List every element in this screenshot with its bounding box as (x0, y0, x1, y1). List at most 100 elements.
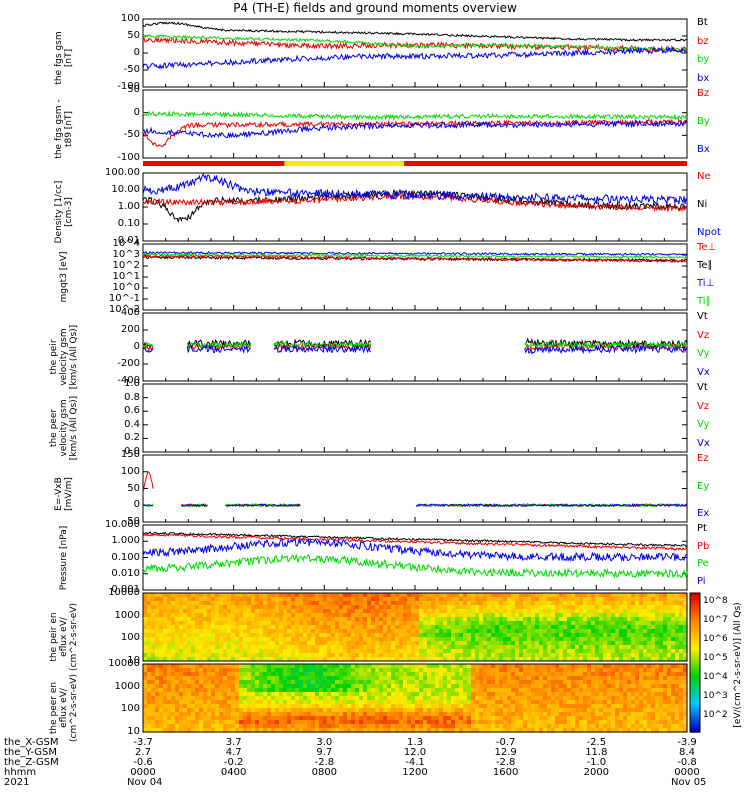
x-row-value: 12.9 (494, 747, 517, 758)
y-tick-label: 0.0 (124, 446, 140, 457)
legend-Vt: Vt (697, 311, 708, 322)
y-tick-label: 0.2 (124, 432, 140, 444)
y-tick-label: 10.000 (105, 519, 140, 530)
series-Npot (142, 172, 688, 206)
y-tick-label: 1000 (114, 609, 140, 621)
y-tick-label: 10^0 (112, 282, 140, 293)
end-date: Nov 05 (671, 777, 707, 788)
colorbar-tick-label: 10^5 (703, 653, 728, 663)
legend-Ne: Ne (697, 171, 711, 182)
y-tick-label: 0 (133, 47, 140, 58)
x-row-value: 0800 (311, 767, 338, 778)
series-bz (142, 36, 688, 53)
y-tick-label: 10^4 (112, 238, 140, 249)
series-Pb (142, 532, 688, 551)
y-tick-label: 1.0 (124, 378, 140, 389)
series-Tiperp (142, 250, 688, 257)
y-tick-label: 10000 (108, 587, 140, 598)
series-Pi (142, 537, 688, 563)
y-tick-label: 1.00 (117, 201, 140, 212)
x-row-name: the_X-GSM (4, 737, 59, 748)
x-row-value: 12.0 (403, 747, 427, 758)
y-tick-label: 10^3 (112, 249, 140, 260)
year-label: 2021 (4, 777, 30, 788)
panel-density (142, 172, 688, 242)
y-tick-label: 0 (133, 341, 140, 352)
legend-Ex: Ex (697, 508, 710, 519)
legend-Vy: Vy (697, 348, 710, 360)
y-tick-label: 0.010 (111, 567, 140, 579)
y-tick-label: 50 (127, 30, 140, 41)
x-row-value: -2.8 (314, 757, 335, 768)
y-tick-label: -400 (117, 375, 140, 386)
panel-frame (142, 172, 688, 242)
region-bar (404, 161, 687, 166)
x-row-value: 9.7 (316, 747, 333, 758)
x-row-value: -2.8 (495, 757, 516, 768)
y-tick-label: 10^1 (112, 271, 140, 282)
x-row-value: -4.1 (405, 757, 425, 768)
legend-By: By (697, 116, 710, 127)
x-row-value: 1.3 (407, 737, 423, 748)
x-row-value: 2.7 (135, 747, 151, 758)
legend-Ez: Ez (697, 453, 709, 464)
x-row-value: -0.7 (495, 737, 516, 748)
y-tick-label: 0.6 (124, 405, 140, 417)
series-By (142, 110, 688, 121)
x-row-value: 2000 (583, 767, 610, 778)
y-tick-label: 100 (120, 703, 140, 715)
legend-Pe: Pe (697, 558, 709, 570)
y-tick-label: -50 (123, 129, 140, 141)
series-bx (142, 46, 688, 71)
legend-Te⊥: Te⊥ (697, 242, 717, 253)
colorbar-tick-label: 10^7 (703, 615, 728, 625)
y-tick-label: -50 (123, 64, 140, 75)
x-row-value: -0.6 (133, 757, 153, 768)
y-axis-label: E=-VxB [mV/m] (54, 476, 74, 511)
y-axis-label: the peir en eflux eV/ (cm^2-s-sr-eV) (49, 603, 79, 671)
x-row-value: 4.7 (225, 747, 242, 758)
x-row-value: -0.2 (223, 757, 244, 768)
x-row-value: 0000 (674, 767, 700, 778)
series-Tipar (142, 253, 688, 259)
colorbar-label: [eV/(cm^2-s-sr-eV)] (All Qs) (733, 602, 743, 728)
legend-Pb: Pb (697, 540, 710, 552)
y-axis-label: the peer velocity gsm [km/s (All Qs)] (49, 395, 79, 461)
x-row-value: 1600 (492, 767, 519, 778)
legend-Bz: Bz (697, 88, 710, 99)
colorbar-tick-label: 10^6 (703, 634, 728, 644)
y-tick-label: 50 (127, 482, 140, 494)
x-row-name: the_Y-GSM (4, 747, 58, 758)
x-row-value: -3.9 (677, 737, 697, 748)
y-axis-label: mgqt3 [eV] (59, 251, 69, 303)
legend-Vy: Vy (697, 419, 710, 431)
legend-Bt: Bt (697, 17, 708, 28)
y-axis-label: the peir velocity gsm [km/s (All Qs)] (49, 324, 79, 390)
y-axis-label: the peer en eflux eV/ (cm^2-s-sr-eV) (49, 674, 79, 742)
colorbar-tick-label: 10^3 (703, 691, 728, 701)
legend-Vt: Vt (697, 382, 708, 393)
y-tick-label: 1000 (114, 680, 140, 692)
y-tick-label: 0.01 (117, 235, 140, 246)
y-tick-label: 150 (120, 449, 140, 460)
y-tick-label: -100 (117, 152, 140, 163)
series-Ni (142, 188, 688, 224)
legend-by: by (697, 54, 710, 66)
x-row-value: 0000 (130, 767, 156, 778)
series-Vx (142, 343, 688, 355)
series-Bx (142, 119, 688, 139)
series-Pt (142, 531, 688, 548)
y-tick-label: 10 (127, 655, 140, 666)
legend-Pt: Pt (697, 523, 707, 534)
legend-Npot: Npot (697, 227, 721, 238)
x-row-value: 3.0 (316, 737, 333, 748)
y-tick-label: 10.00 (111, 184, 140, 195)
y-tick-label: -200 (117, 358, 140, 369)
x-row-value: -0.8 (677, 757, 697, 768)
spectrogram-peir (142, 592, 688, 662)
colorbar-tick-label: 10^4 (703, 672, 728, 682)
legend-Ti∥: Ti∥ (697, 296, 711, 307)
panel-efield (142, 454, 688, 523)
y-tick-label: 100 (120, 465, 140, 477)
